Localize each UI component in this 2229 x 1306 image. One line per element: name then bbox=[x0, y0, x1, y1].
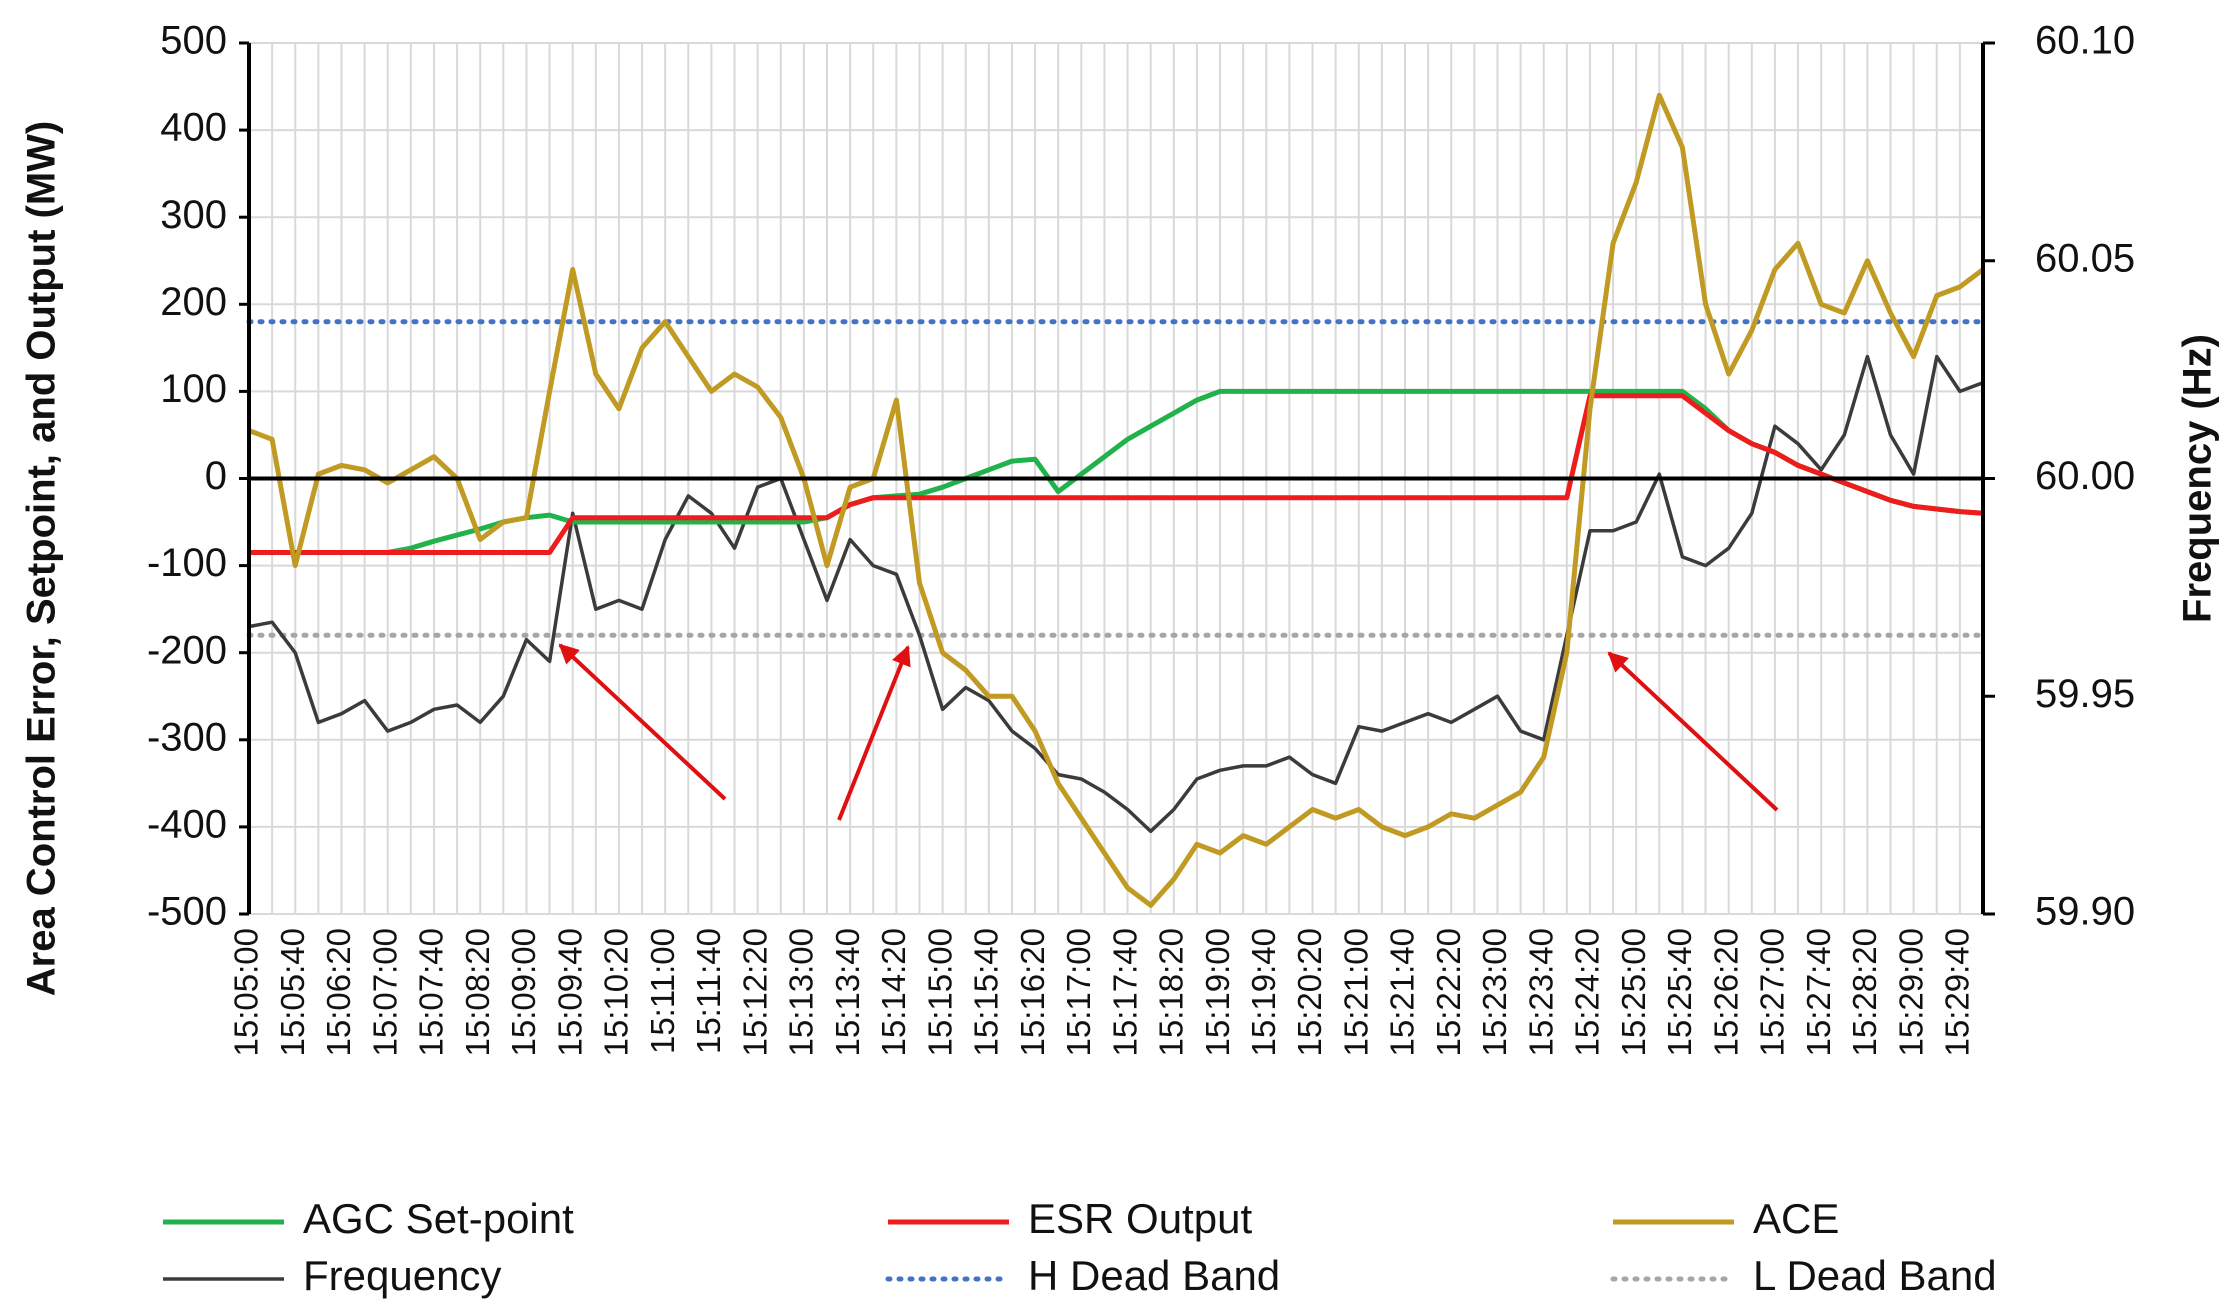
x-tick-label: 15:14:20 bbox=[875, 928, 912, 1056]
x-tick-label: 15:11:40 bbox=[690, 928, 727, 1054]
y2-tick-label: 60.10 bbox=[2035, 19, 2135, 63]
legend-label: Frequency bbox=[303, 1252, 501, 1299]
x-tick-label: 15:09:40 bbox=[551, 928, 588, 1056]
x-tick-label: 15:23:00 bbox=[1476, 928, 1513, 1056]
x-tick-label: 15:07:00 bbox=[366, 928, 403, 1056]
arrow bbox=[837, 645, 911, 821]
x-tick-label: 15:21:00 bbox=[1337, 928, 1374, 1056]
y-tick-label: 100 bbox=[160, 367, 227, 411]
x-tick-label: 15:21:40 bbox=[1384, 928, 1421, 1056]
x-tick-label: 15:09:00 bbox=[505, 928, 542, 1056]
legend: AGC Set-point ESR Output ACE Frequency H Dea… bbox=[163, 1195, 1997, 1299]
arrow bbox=[558, 643, 727, 801]
y-tick-label: 400 bbox=[160, 106, 227, 150]
x-tick-label: 15:25:40 bbox=[1661, 928, 1698, 1056]
arrow bbox=[1607, 651, 1779, 812]
x-tick-label: 15:17:40 bbox=[1106, 928, 1143, 1056]
y2-tick-label: 60.00 bbox=[2035, 454, 2135, 498]
x-tick-label: 15:29:00 bbox=[1892, 928, 1929, 1056]
legend-label: ACE bbox=[1753, 1195, 1839, 1242]
x-tick-label: 15:27:00 bbox=[1754, 928, 1791, 1056]
y-tick-label: -400 bbox=[147, 802, 227, 846]
y-tick-label: 300 bbox=[160, 193, 227, 237]
y-tick-label: -200 bbox=[147, 628, 227, 672]
x-tick-label: 15:13:00 bbox=[783, 928, 820, 1056]
series-line bbox=[248, 92, 1985, 908]
x-tick-label: 15:29:40 bbox=[1939, 928, 1976, 1056]
y-tick-label: -300 bbox=[147, 715, 227, 759]
axes bbox=[239, 41, 1995, 916]
y-tick-label: -500 bbox=[147, 890, 227, 934]
y2-axis-title: Frequency (Hz) bbox=[2176, 334, 2220, 623]
legend-label: AGC Set-point bbox=[303, 1195, 574, 1242]
x-tick-label: 15:15:00 bbox=[921, 928, 958, 1056]
x-tick-label: 15:18:20 bbox=[1153, 928, 1190, 1056]
x-tick-label: 15:16:20 bbox=[1014, 928, 1051, 1056]
y2-tick-label: 60.05 bbox=[2035, 236, 2135, 280]
y2-tick-label: 59.90 bbox=[2035, 890, 2135, 934]
y-tick-label: 0 bbox=[205, 454, 227, 498]
x-tick-label: 15:17:00 bbox=[1060, 928, 1097, 1056]
plot-lines bbox=[246, 92, 1986, 908]
legend-label: L Dead Band bbox=[1753, 1252, 1997, 1299]
y-tick-label: 200 bbox=[160, 280, 227, 324]
y2-tick-label: 59.95 bbox=[2035, 672, 2135, 716]
series-line bbox=[248, 354, 1984, 834]
x-tick-label: 15:20:20 bbox=[1291, 928, 1328, 1056]
legend-label: H Dead Band bbox=[1028, 1252, 1280, 1299]
x-tick-label: 15:11:00 bbox=[644, 928, 681, 1054]
y-axis-title: Area Control Error, Setpoint, and Output… bbox=[20, 121, 64, 997]
x-tick-label: 15:06:20 bbox=[320, 928, 357, 1056]
x-tick-label: 15:22:20 bbox=[1430, 928, 1467, 1056]
series-line bbox=[249, 393, 1984, 555]
x-tick-label: 15:13:40 bbox=[829, 928, 866, 1056]
x-tick-label: 15:05:00 bbox=[228, 928, 265, 1056]
x-tick-label: 15:27:40 bbox=[1800, 928, 1837, 1056]
x-tick-label: 15:19:40 bbox=[1245, 928, 1282, 1056]
x-tick-label: 15:12:20 bbox=[736, 928, 773, 1056]
x-tick-label: 15:15:40 bbox=[968, 928, 1005, 1056]
legend-label: ESR Output bbox=[1028, 1195, 1252, 1242]
x-tick-label: 15:28:20 bbox=[1846, 928, 1883, 1056]
annotation-arrows bbox=[558, 643, 1779, 821]
y-tick-label: -100 bbox=[147, 541, 227, 585]
x-tick-label: 15:24:20 bbox=[1569, 928, 1606, 1056]
x-tick-label: 15:05:40 bbox=[274, 928, 311, 1056]
x-tick-label: 15:08:20 bbox=[459, 928, 496, 1056]
x-tick-label: 15:19:00 bbox=[1199, 928, 1236, 1056]
x-tick-label: 15:07:40 bbox=[413, 928, 450, 1056]
series-line bbox=[249, 388, 1984, 555]
x-tick-label: 15:26:20 bbox=[1707, 928, 1744, 1056]
labels: -500 -400 -300 -200 -100 0 100 200 300 400 500 59.9… bbox=[20, 19, 2220, 1057]
x-tick-label: 15:10:20 bbox=[598, 928, 635, 1056]
y-tick-label: 500 bbox=[160, 19, 227, 63]
x-tick-label: 15:23:40 bbox=[1522, 928, 1559, 1056]
x-tick-label: 15:25:00 bbox=[1615, 928, 1652, 1056]
